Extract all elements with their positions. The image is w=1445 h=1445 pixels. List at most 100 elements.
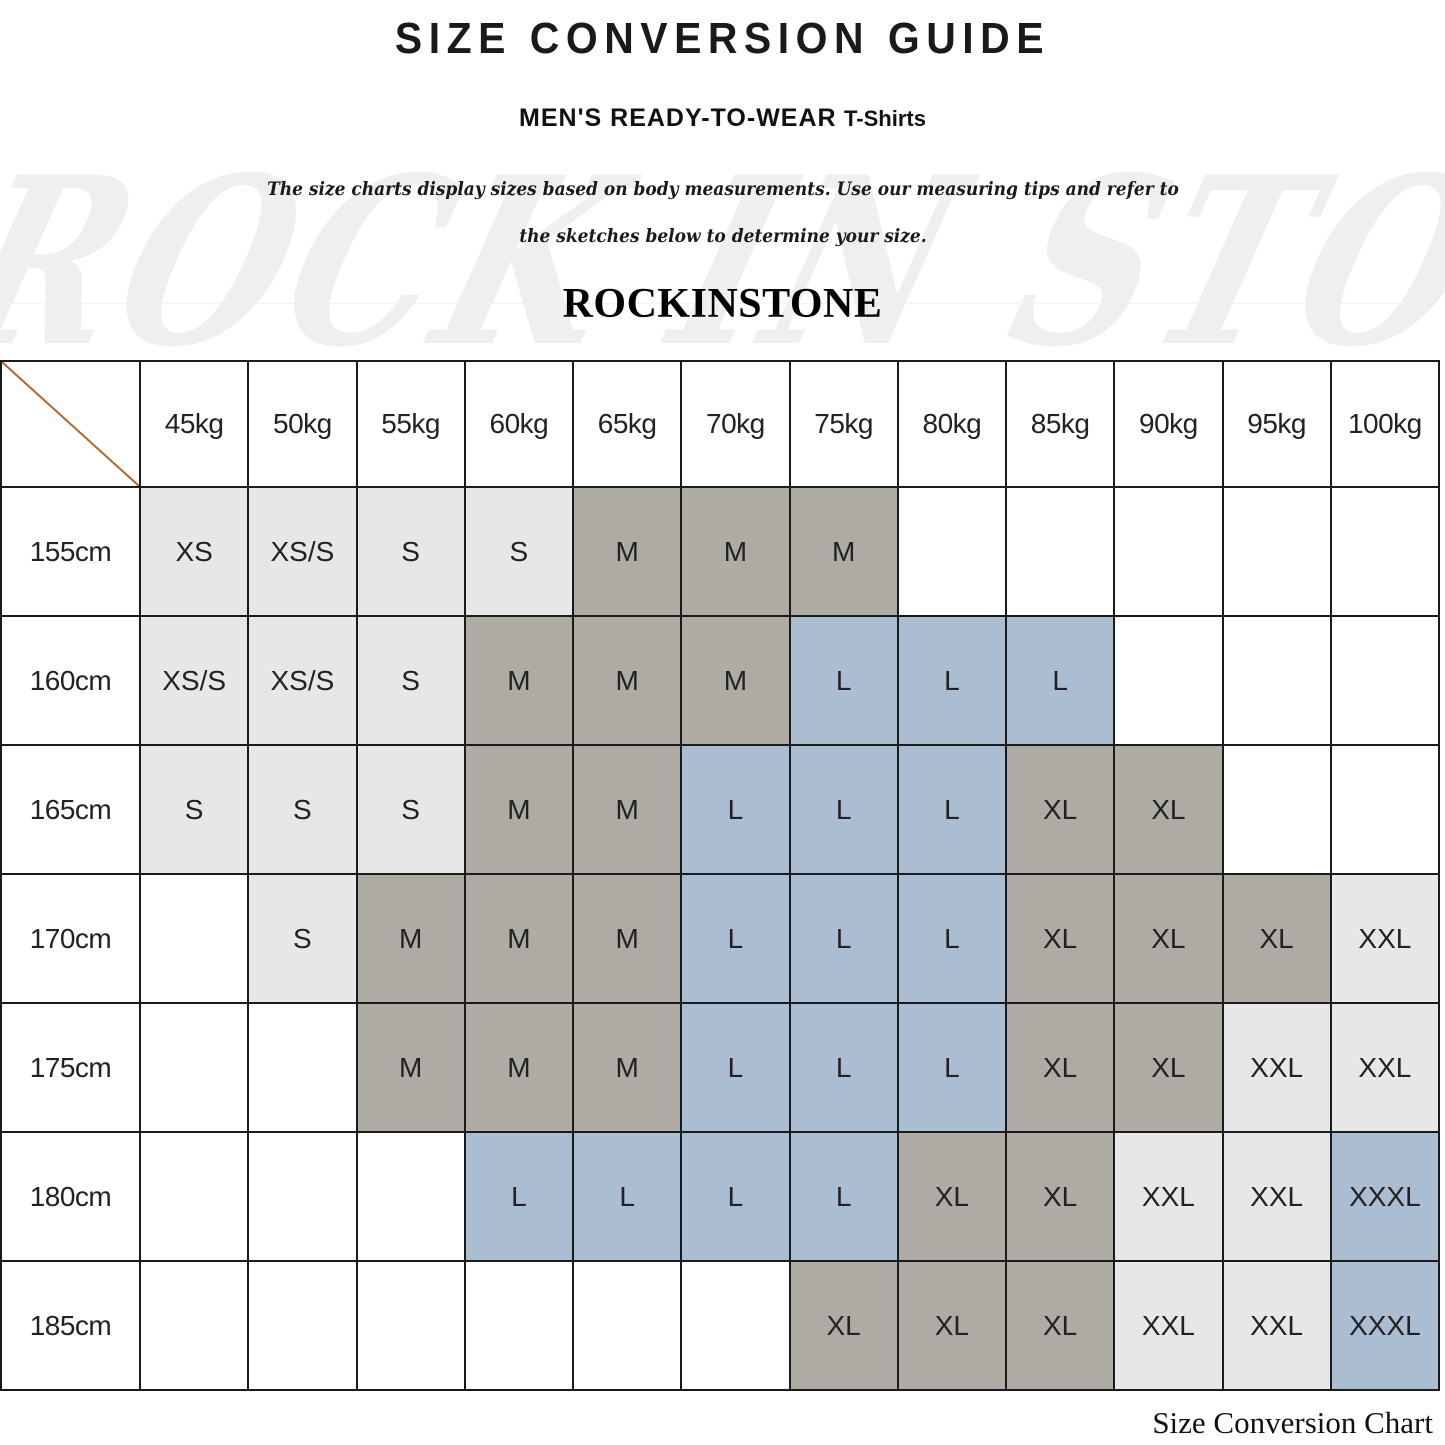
table-row: 185cm XL XL XL XXL XXL XXXL [0, 1260, 1441, 1391]
brand-name: ROCKINSTONE [562, 281, 883, 327]
size-cell: XL [1113, 744, 1224, 875]
row-header-height: 165cm [0, 744, 141, 875]
size-cell: XXL [1113, 1260, 1224, 1391]
size-cell: XL [1004, 1260, 1116, 1391]
size-cell: L [680, 873, 791, 1004]
table-row: 180cm L L L L XL XL XXL XXL XXXL [0, 1131, 1441, 1262]
size-cell: XL [896, 1260, 1008, 1391]
size-cell [1221, 615, 1332, 746]
size-cell [247, 1260, 358, 1391]
size-cell [1329, 615, 1441, 746]
size-cell [247, 1002, 358, 1133]
column-header-weight: 65kg [571, 360, 683, 488]
size-cell: M [571, 744, 683, 875]
column-header-weight: 90kg [1113, 360, 1224, 488]
size-cell [1004, 486, 1116, 617]
subtitle: MEN'S READY-TO-WEAR T-Shirts [0, 64, 1445, 133]
size-cell: XXXL [1329, 1260, 1441, 1391]
size-cell [138, 1260, 250, 1391]
size-cell [247, 1131, 358, 1262]
size-cell: M [571, 873, 683, 1004]
size-cell: L [788, 873, 899, 1004]
description-text: The size charts display sizes based on b… [266, 179, 1179, 247]
row-header-height: 175cm [0, 1002, 141, 1133]
size-cell: XL [1113, 873, 1224, 1004]
column-header-weight: 55kg [355, 360, 466, 488]
size-cell: M [463, 615, 575, 746]
size-cell: XXL [1113, 1131, 1224, 1262]
size-cell: M [680, 486, 791, 617]
size-cell: S [355, 486, 466, 617]
size-cell: L [788, 1131, 899, 1262]
size-cell [1329, 744, 1441, 875]
column-header-weight: 95kg [1221, 360, 1332, 488]
size-cell [138, 1002, 250, 1133]
row-header-height: 170cm [0, 873, 141, 1004]
size-cell: S [138, 744, 250, 875]
table-caption: Size Conversion Chart [1152, 1405, 1433, 1440]
table-header: 45kg 50kg 55kg 60kg 65kg 70kg 75kg 80kg … [0, 360, 1441, 488]
size-cell: XL [1004, 873, 1116, 1004]
subtitle-item: T-Shirts [844, 106, 926, 131]
size-cell [896, 486, 1008, 617]
size-cell: M [680, 615, 791, 746]
table-row: 170cm S M M M L L L XL XL XL XXL [0, 873, 1441, 1004]
size-cell: M [355, 1002, 466, 1133]
size-cell: XS/S [138, 615, 250, 746]
size-cell: M [463, 1002, 575, 1133]
table-row: 165cm S S S M M L L L XL XL [0, 744, 1441, 875]
size-cell: XXL [1329, 873, 1441, 1004]
size-cell: XS/S [247, 486, 358, 617]
size-cell: L [680, 1002, 791, 1133]
size-cell [463, 1260, 575, 1391]
size-cell: XXL [1221, 1002, 1332, 1133]
size-cell: L [896, 1002, 1008, 1133]
size-cell: S [355, 744, 466, 875]
size-cell: M [463, 744, 575, 875]
size-cell: S [463, 486, 575, 617]
size-conversion-table: 45kg 50kg 55kg 60kg 65kg 70kg 75kg 80kg … [0, 360, 1441, 1391]
size-cell [1113, 615, 1224, 746]
column-header-weight: 100kg [1329, 360, 1441, 488]
size-cell: M [355, 873, 466, 1004]
size-cell: XL [1113, 1002, 1224, 1133]
size-cell [138, 1131, 250, 1262]
row-header-height: 160cm [0, 615, 141, 746]
size-cell: XL [1004, 744, 1116, 875]
size-cell: L [680, 744, 791, 875]
column-header-weight: 70kg [680, 360, 791, 488]
size-cell [680, 1260, 791, 1391]
table-row: 155cm XS XS/S S S M M M [0, 486, 1441, 617]
size-cell: XXL [1221, 1260, 1332, 1391]
size-cell: S [247, 744, 358, 875]
size-cell: S [247, 873, 358, 1004]
column-header-weight: 85kg [1004, 360, 1116, 488]
column-header-weight: 45kg [138, 360, 250, 488]
size-cell: M [463, 873, 575, 1004]
size-cell: L [571, 1131, 683, 1262]
size-cell: M [571, 1002, 683, 1133]
subtitle-category: MEN'S READY-TO-WEAR [519, 104, 837, 132]
size-cell: XL [788, 1260, 899, 1391]
size-cell [1113, 486, 1224, 617]
size-cell: L [896, 615, 1008, 746]
size-cell [571, 1260, 683, 1391]
size-cell: XS/S [247, 615, 358, 746]
size-cell [1221, 744, 1332, 875]
column-header-weight: 60kg [463, 360, 575, 488]
size-cell: XXXL [1329, 1131, 1441, 1262]
size-cell: XL [896, 1131, 1008, 1262]
size-cell [138, 873, 250, 1004]
size-cell: XL [1004, 1002, 1116, 1133]
size-cell: L [788, 1002, 899, 1133]
size-cell [355, 1260, 466, 1391]
size-cell: M [788, 486, 899, 617]
table-row: 160cm XS/S XS/S S M M M L L L [0, 615, 1441, 746]
size-cell: L [896, 873, 1008, 1004]
size-cell [1221, 486, 1332, 617]
size-cell: XS [138, 486, 250, 617]
row-header-height: 185cm [0, 1260, 141, 1391]
size-cell: S [355, 615, 466, 746]
size-cell: XXL [1221, 1131, 1332, 1262]
